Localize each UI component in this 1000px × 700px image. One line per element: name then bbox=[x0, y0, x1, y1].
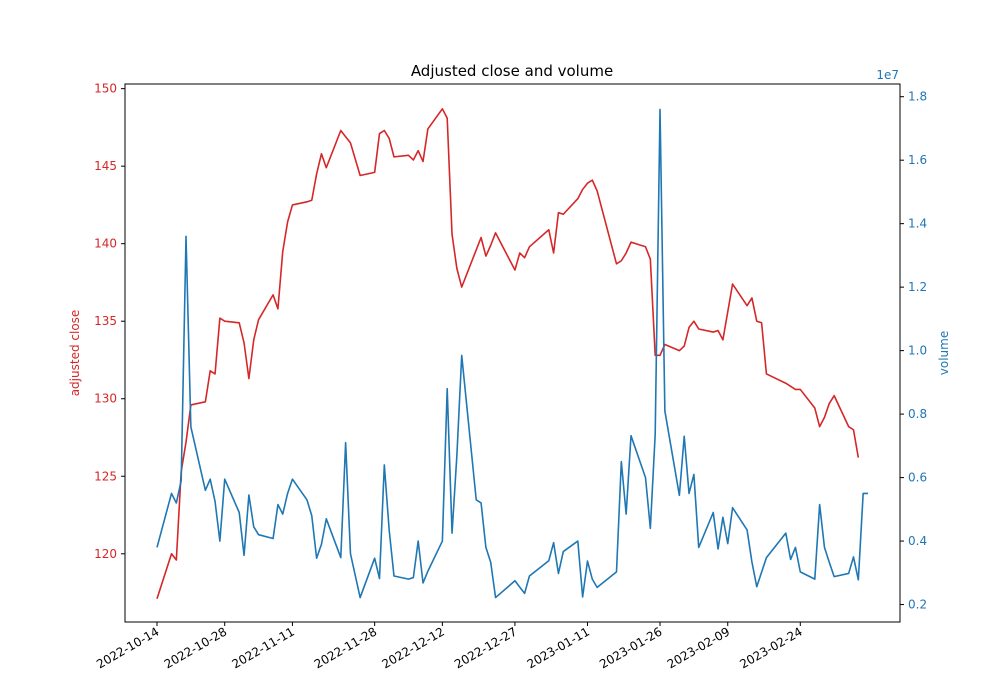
x-tick-label: 2023-02-09 bbox=[665, 624, 732, 671]
chart-marks bbox=[156, 108, 868, 599]
series-line-adjusted-close bbox=[156, 108, 860, 599]
plot-area-frame bbox=[124, 83, 901, 623]
right-y-tick-label: 1.4 bbox=[908, 217, 927, 231]
left-y-tick-label: 150 bbox=[94, 82, 117, 96]
left-axis-label: adjusted close bbox=[68, 310, 82, 397]
x-tick-label: 2023-01-11 bbox=[525, 624, 592, 671]
right-y-tick-label: 0.4 bbox=[908, 534, 927, 548]
right-y-tick-label: 0.6 bbox=[908, 471, 927, 485]
left-y-tick-label: 120 bbox=[94, 547, 117, 561]
chart-axes: 120 125 130 135 140 145 150 0.2 0.4 0.6 0.8 1.0 1.2 1… bbox=[94, 82, 927, 672]
x-tick-label: 2022-11-11 bbox=[229, 624, 296, 671]
x-tick-label: 2022-12-12 bbox=[379, 624, 446, 671]
right-y-tick-label: 1.8 bbox=[908, 90, 927, 104]
right-axis-label: volume bbox=[937, 331, 951, 375]
left-y-tick-label: 130 bbox=[94, 392, 117, 406]
left-y-tick-label: 125 bbox=[94, 469, 117, 483]
right-axis-multiplier: 1e7 bbox=[876, 68, 899, 82]
right-y-tick-label: 1.2 bbox=[908, 280, 927, 294]
x-tick-label: 2022-11-28 bbox=[312, 624, 379, 671]
right-y-tick-label: 0.8 bbox=[908, 407, 927, 421]
right-y-tick-label: 1.6 bbox=[908, 153, 927, 167]
left-y-tick-label: 140 bbox=[94, 237, 117, 251]
left-y-tick-label: 135 bbox=[94, 314, 117, 328]
x-tick-label: 2022-12-27 bbox=[452, 624, 519, 671]
x-tick-label: 2022-10-28 bbox=[162, 624, 229, 671]
x-tick-label: 2022-10-14 bbox=[94, 624, 161, 671]
x-tick-label: 2023-01-26 bbox=[597, 624, 664, 671]
x-tick-label: 2023-02-24 bbox=[737, 624, 804, 671]
right-y-tick-label: 1.0 bbox=[908, 344, 927, 358]
series-line-volume bbox=[156, 108, 868, 599]
chart-title: Adjusted close and volume bbox=[411, 62, 613, 80]
left-y-tick-label: 145 bbox=[94, 159, 117, 173]
right-y-tick-label: 0.2 bbox=[908, 598, 927, 612]
